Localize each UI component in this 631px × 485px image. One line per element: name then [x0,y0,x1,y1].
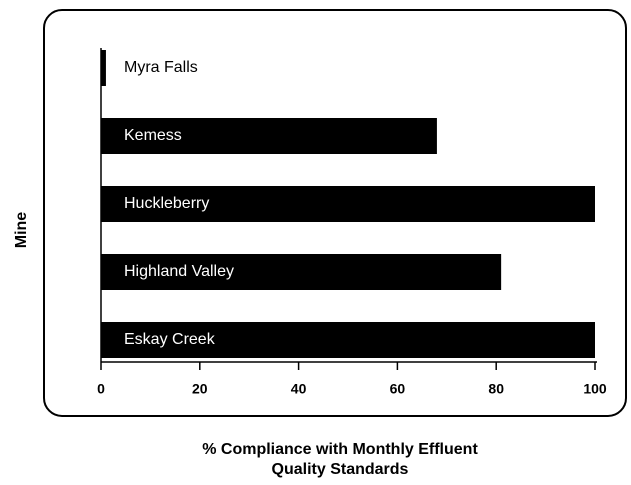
plot-frame [43,9,627,417]
bar-label: Highland Valley [124,263,234,280]
bar [101,118,437,154]
x-tick-label: 0 [97,381,105,397]
bar-label: Myra Falls [124,59,198,76]
x-axis-title: % Compliance with Monthly Effluent [202,441,478,458]
x-tick-label: 60 [390,381,406,397]
x-tick-label: 80 [488,381,504,397]
x-axis-title: Quality Standards [272,461,409,478]
bar [101,186,595,222]
bar-label: Kemess [124,127,182,144]
bar [101,50,106,86]
bar-label: Huckleberry [124,195,209,212]
y-axis-title: Mine [13,212,30,249]
x-tick-label: 20 [192,381,208,397]
bar-label: Eskay Creek [124,331,216,348]
x-tick-label: 40 [291,381,307,397]
x-tick-label: 100 [583,381,607,397]
bar [101,254,502,290]
bar [101,322,595,358]
